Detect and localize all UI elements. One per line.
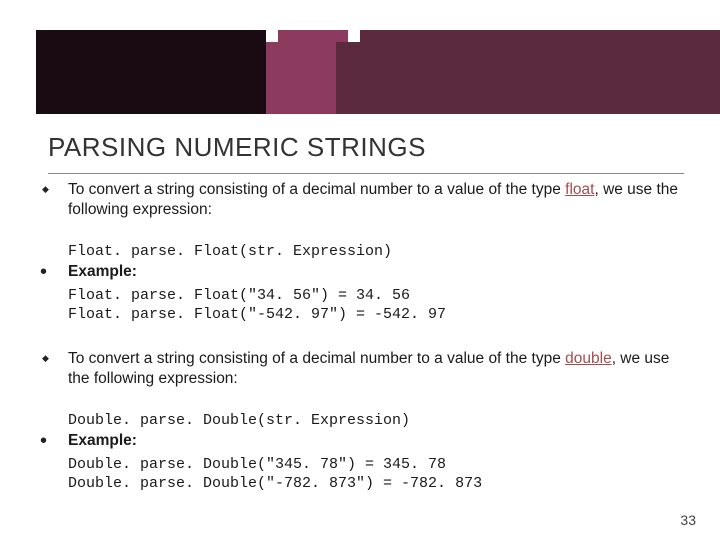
example-1-row: Example: <box>40 262 680 282</box>
topbar-segment <box>36 30 266 42</box>
topbar-segment <box>348 30 360 42</box>
topbar-segment <box>278 30 348 42</box>
keyword-double: double <box>565 350 612 367</box>
p2-part-a: To convert a string consisting of a deci… <box>68 350 565 367</box>
topbar-segment <box>360 30 720 42</box>
titlebar-dark-segment <box>36 42 266 114</box>
example-1-label: Example: <box>68 262 680 282</box>
keyword-float: float <box>565 181 594 198</box>
example-2-label: Example: <box>68 431 680 451</box>
slide-body: To convert a string consisting of a deci… <box>40 180 680 520</box>
code-double-examples: Double. parse. Double("345. 78") = 345. … <box>40 455 680 494</box>
titlebar-main-segment <box>336 42 720 114</box>
slide-title: PARSING NUMERIC STRINGS <box>48 124 684 174</box>
p1-part-a: To convert a string consisting of a deci… <box>68 181 565 198</box>
code-float-expression: Float. parse. Float(str. Expression) <box>40 242 680 262</box>
code-double-expression: Double. parse. Double(str. Expression) <box>40 411 680 431</box>
dot-bullet-icon <box>40 431 68 451</box>
example-2-row: Example: <box>40 431 680 451</box>
paragraph-double-text: To convert a string consisting of a deci… <box>68 349 680 389</box>
titlebar-accent-segment <box>266 42 336 114</box>
decorative-top-bar <box>36 30 720 42</box>
code-float-examples: Float. parse. Float("34. 56") = 34. 56 F… <box>40 286 680 325</box>
paragraph-double: To convert a string consisting of a deci… <box>40 349 680 389</box>
title-color-bar <box>36 42 720 114</box>
page-number: 33 <box>680 512 696 528</box>
diamond-bullet-icon <box>40 349 68 389</box>
diamond-bullet-icon <box>40 180 68 220</box>
dot-bullet-icon <box>40 262 68 282</box>
topbar-segment <box>266 30 278 42</box>
paragraph-float: To convert a string consisting of a deci… <box>40 180 680 220</box>
paragraph-float-text: To convert a string consisting of a deci… <box>68 180 680 220</box>
